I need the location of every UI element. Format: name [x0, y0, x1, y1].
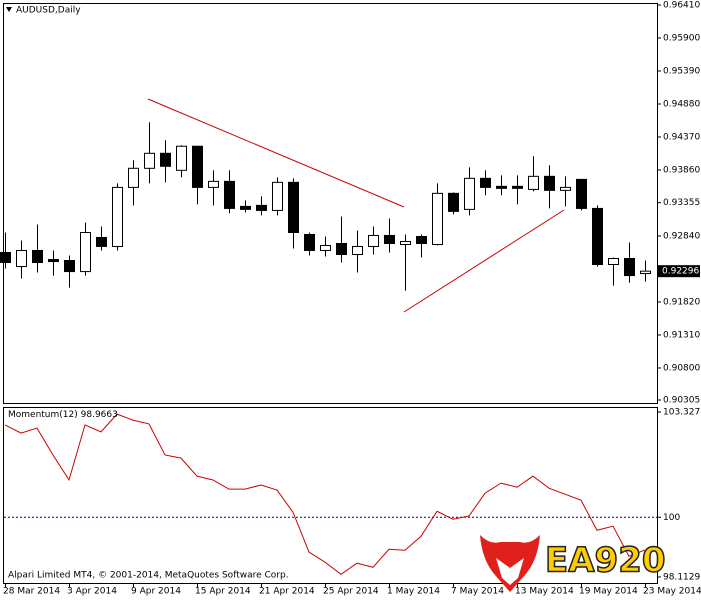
candle-body [128, 167, 139, 188]
candle-body [0, 251, 11, 264]
copyright: Alpari Limited MT4, © 2001-2014, MetaQuo… [8, 571, 289, 581]
candle-body [496, 185, 507, 189]
candle-body [256, 204, 267, 211]
candle-body [112, 186, 123, 247]
candle-body [640, 270, 651, 275]
candle-body [592, 207, 603, 266]
candle-body [272, 181, 283, 211]
y-tick-label: 98.1129 [663, 573, 700, 583]
price-panel [3, 3, 658, 404]
candle-body [528, 175, 539, 190]
candle-body [448, 192, 459, 212]
candle-body [48, 259, 59, 263]
y-tick-label: 0.92840 [663, 231, 700, 241]
candle-body [208, 180, 219, 188]
x-tick-label: 1 May 2014 [387, 587, 440, 597]
x-tick-label: 25 Apr 2014 [323, 587, 379, 597]
x-tick-label: 3 Apr 2014 [67, 587, 117, 597]
candle-body [352, 245, 363, 255]
candle-body [464, 177, 475, 210]
candle-body [608, 257, 619, 266]
price-marker-label: 0.92296 [662, 267, 699, 277]
candle-body [512, 185, 523, 189]
candle-body [304, 233, 315, 251]
candle-body [176, 145, 187, 171]
indicator-value: 98.9663 [81, 410, 118, 420]
y-tick-label: 0.90800 [663, 363, 700, 373]
y-tick-label: 103.3277 [663, 408, 701, 418]
candle-body [576, 178, 587, 209]
y-tick-label: 0.94880 [663, 99, 700, 109]
candle-body [144, 152, 155, 169]
candle-body [368, 234, 379, 247]
y-tick-label: 100 [663, 513, 680, 523]
watermark: EA920 [545, 541, 666, 581]
menu-arrow[interactable] [6, 7, 12, 12]
momentum-panel [3, 407, 658, 584]
candle-body [192, 145, 203, 188]
candle-body [160, 152, 171, 167]
trend-line [147, 98, 405, 208]
candle-body [320, 244, 331, 251]
y-tick-label: 0.95900 [663, 33, 700, 43]
candle-body [96, 236, 107, 247]
candle-body [64, 260, 75, 273]
candle-body [432, 192, 443, 246]
price-marker [658, 265, 700, 278]
y-tick-label: 0.95390 [663, 66, 700, 76]
candle-body [224, 180, 235, 209]
candle-body [240, 205, 251, 210]
y-tick-label: 0.91310 [663, 330, 700, 340]
trend-line [403, 209, 565, 313]
momentum-line [4, 413, 646, 575]
candle-body [384, 234, 395, 244]
y-tick-label: 0.90305 [663, 396, 700, 406]
y-tick-label: 0.96410 [663, 1, 700, 11]
candle-body [288, 181, 299, 233]
x-tick-label: 19 May 2014 [579, 587, 638, 597]
y-tick-label: 0.94370 [663, 132, 700, 142]
y-tick-label: 0.91820 [663, 297, 700, 307]
x-tick-label: 21 Apr 2014 [259, 587, 315, 597]
indicator-name: Momentum(12) [8, 410, 78, 420]
candle-body [416, 236, 427, 244]
candle-body [32, 249, 43, 264]
x-tick-label: 7 May 2014 [451, 587, 504, 597]
candle-body [480, 177, 491, 188]
y-tick-label: 0.93860 [663, 165, 700, 175]
x-tick-label: 15 Apr 2014 [195, 587, 251, 597]
candle-body [16, 249, 27, 268]
candle-body [80, 231, 91, 273]
chart-title: AUDUSD,Daily [16, 6, 81, 16]
x-tick-label: 13 May 2014 [515, 587, 574, 597]
candle-body [624, 257, 635, 277]
candle-body [336, 242, 347, 255]
candle-body [544, 175, 555, 191]
candle-body [400, 240, 411, 246]
x-tick-label: 9 Apr 2014 [131, 587, 181, 597]
indicator-title: Momentum(12) 98.9663 [8, 410, 118, 420]
watermark-logo: EA920 [480, 535, 666, 592]
y-tick-label: 0.93355 [663, 198, 700, 208]
x-tick-label: 28 Mar 2014 [3, 587, 60, 597]
x-tick-label: 23 May 2014 [643, 587, 701, 597]
candle-body [560, 186, 571, 191]
